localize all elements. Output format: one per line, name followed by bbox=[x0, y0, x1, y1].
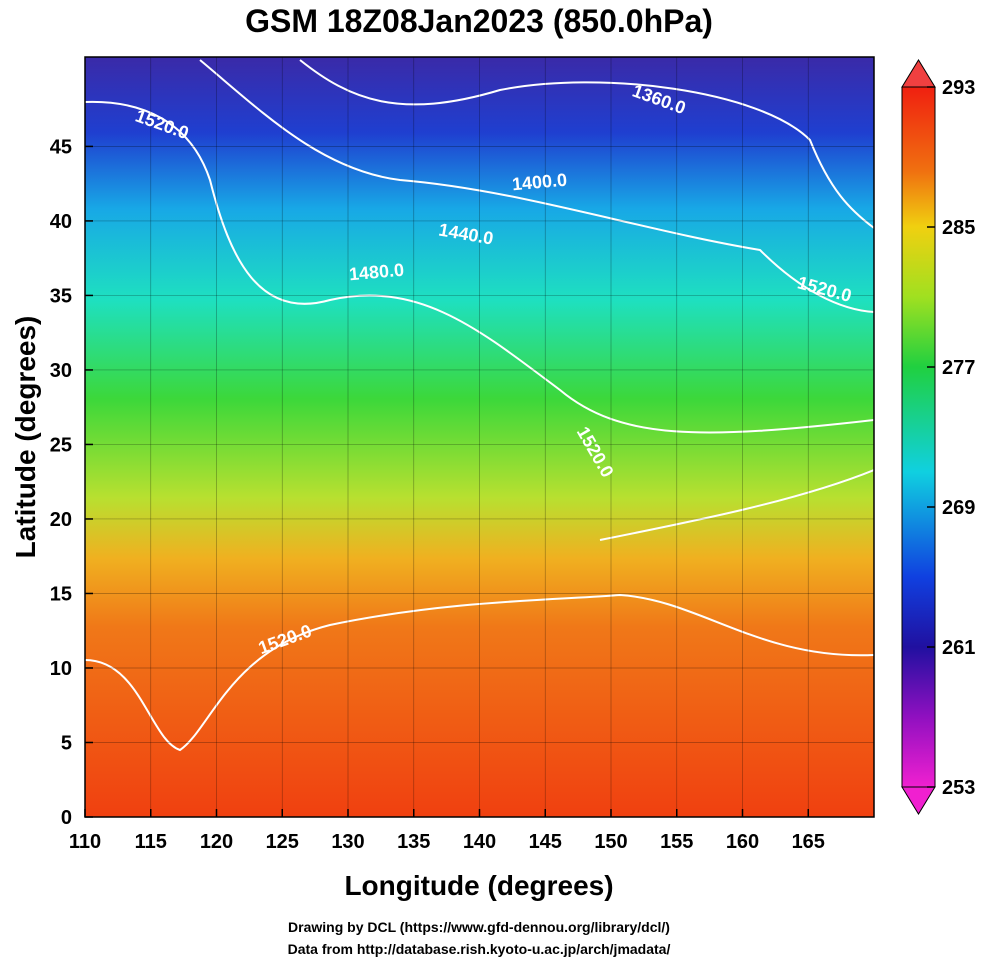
contour-label: 1400.0 bbox=[511, 170, 568, 195]
x-tick-label: 120 bbox=[200, 831, 233, 853]
y-tick-label: 20 bbox=[50, 509, 72, 531]
contour-line bbox=[85, 593, 874, 752]
y-tick-label: 35 bbox=[50, 285, 72, 307]
credit: Data from http://database.rish.kyoto-u.a… bbox=[288, 941, 671, 957]
x-tick-label: 155 bbox=[660, 831, 693, 853]
x-tick-label: 135 bbox=[397, 831, 430, 853]
colorbar-tick-label: 285 bbox=[942, 217, 975, 239]
colorbar-max-arrow bbox=[901, 59, 936, 88]
y-tick-label: 5 bbox=[61, 732, 72, 754]
y-axis-label: Latitude (degrees) bbox=[10, 316, 41, 559]
y-tick-label: 45 bbox=[50, 136, 72, 158]
colorbar-min-arrow bbox=[901, 786, 936, 815]
contour-line bbox=[599, 469, 874, 541]
colorbar-tick-label: 277 bbox=[942, 357, 975, 379]
x-tick-label: 130 bbox=[331, 831, 364, 853]
y-tick-label: 15 bbox=[50, 583, 72, 605]
x-tick-label: 165 bbox=[792, 831, 825, 853]
y-tick-label: 30 bbox=[50, 360, 72, 382]
contour-line bbox=[85, 100, 874, 434]
title: GSM 18Z08Jan2023 (850.0hPa) bbox=[245, 3, 713, 39]
y-tick-label: 0 bbox=[61, 807, 72, 829]
x-tick-label: 125 bbox=[266, 831, 299, 853]
y-tick-label: 10 bbox=[50, 658, 72, 680]
x-tick-label: 145 bbox=[529, 831, 562, 853]
credit: Drawing by DCL (https://www.gfd-dennou.o… bbox=[288, 919, 670, 935]
colorbar-tick-label: 261 bbox=[942, 637, 975, 659]
x-tick-label: 160 bbox=[726, 831, 759, 853]
x-tick-label: 110 bbox=[69, 831, 101, 853]
x-tick-label: 150 bbox=[594, 831, 627, 853]
colorbar-tick-label: 293 bbox=[942, 77, 975, 99]
contour-line bbox=[199, 59, 874, 313]
contour-line bbox=[299, 59, 874, 229]
y-tick-label: 40 bbox=[50, 211, 72, 233]
colorbar-tick-label: 269 bbox=[942, 497, 975, 519]
x-tick-label: 140 bbox=[463, 831, 496, 853]
colorbar-tick-label: 253 bbox=[942, 777, 975, 799]
contour-label: 1480.0 bbox=[348, 260, 405, 285]
colorbar bbox=[901, 86, 936, 788]
x-axis-label: Longitude (degrees) bbox=[344, 870, 613, 901]
temperature-field bbox=[85, 57, 874, 817]
contours bbox=[85, 59, 874, 752]
y-tick-label: 25 bbox=[50, 434, 72, 456]
x-tick-label: 115 bbox=[135, 831, 167, 853]
